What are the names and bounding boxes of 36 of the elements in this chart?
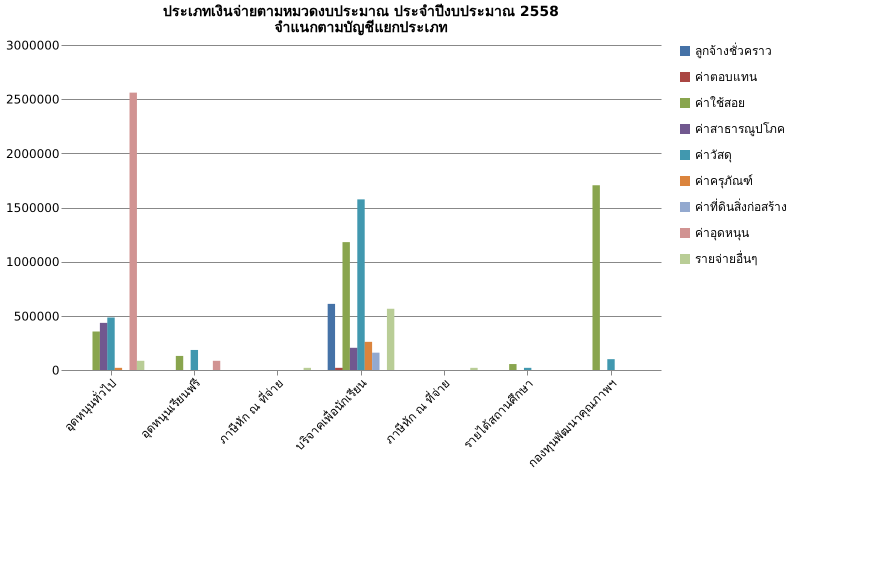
bar [386,308,394,370]
bar [176,356,184,370]
bar [212,360,220,370]
legend-label: ลูกจ้างชั่วคราว [695,42,772,59]
legend-label: ค่าสาธารณูปโภค [695,122,785,137]
legend-label: ค่าที่ดินสิ่งก่อสร้าง [695,198,787,214]
bar [592,185,600,370]
legend-label: ค่าวัสดุ [695,148,732,163]
bar [350,348,358,370]
bar [92,332,100,370]
bar [364,342,372,370]
legend-label: ค่าตอบแทน [695,70,757,84]
bar [342,242,350,370]
y-tick-label: 0 [52,364,60,378]
bar [509,364,517,370]
bar [130,92,137,370]
y-tick-label: 2000000 [6,146,60,161]
y-tick-label: 2500000 [6,92,60,107]
bar [136,360,144,370]
bar [100,322,108,370]
bar [328,304,336,370]
bar [357,199,365,370]
y-tick-label: 1500000 [6,201,60,215]
bar [107,317,115,370]
bar [190,350,198,370]
legend-label: รายจ่ายอื่นๆ [695,250,757,266]
y-tick-label: 1000000 [6,255,60,270]
text: ประเภทเงินจ่ายตามหมวดงบประมาณ ประจำปีงบประมาณ 2558 [163,4,559,20]
y-tick-label: 500000 [14,309,60,324]
legend-label: ค่าอุดหนุน [695,226,749,241]
y-tick-label: 3000000 [6,38,60,52]
legend-label: ค่าครุภัณฑ์ [695,174,753,189]
bar [372,352,380,370]
legend-label: ค่าใช้สอย [695,96,745,110]
bar [607,359,615,370]
text: จำแนกตามบัญชีแยกประเภท [274,20,448,36]
